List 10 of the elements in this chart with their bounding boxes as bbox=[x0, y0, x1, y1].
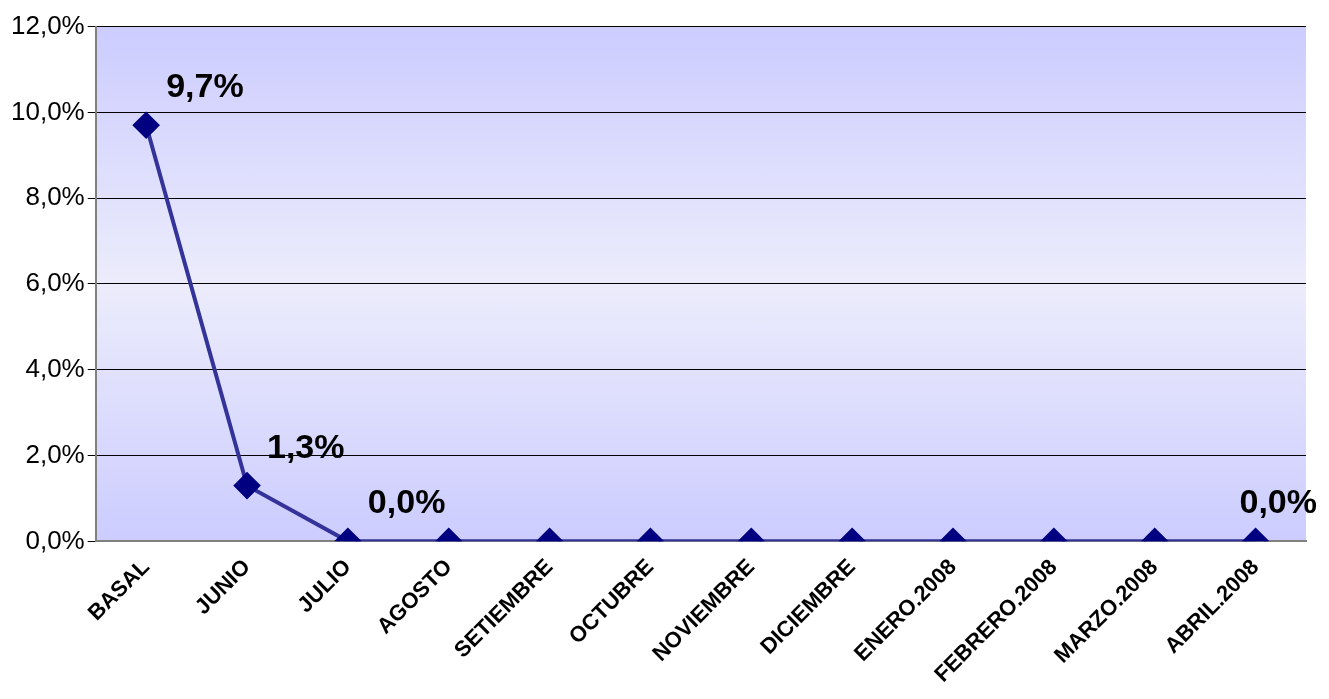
y-tick-label: 0,0% bbox=[25, 524, 85, 555]
y-tick-label: 12,0% bbox=[10, 9, 85, 40]
data-label: 0,0% bbox=[367, 482, 446, 521]
y-tick-label: 8,0% bbox=[25, 181, 85, 212]
y-tick-label: 4,0% bbox=[25, 352, 85, 383]
data-label: 0,0% bbox=[1239, 482, 1317, 521]
y-tick-label: 2,0% bbox=[25, 438, 85, 469]
y-tick-label: 6,0% bbox=[25, 267, 85, 298]
y-tick-label: 10,0% bbox=[10, 95, 85, 126]
data-label: 9,7% bbox=[166, 66, 244, 105]
